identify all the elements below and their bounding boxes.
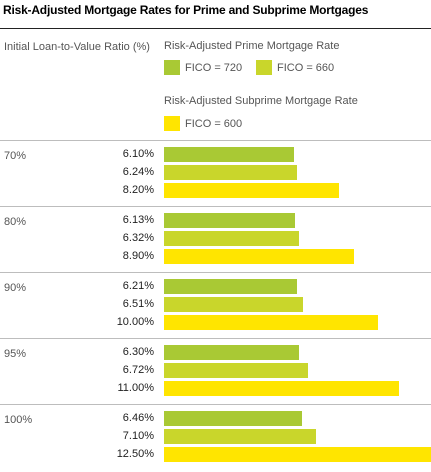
- value-label-95-fico-660: 6.72%: [122, 364, 154, 376]
- value-label-80-fico-720: 6.13%: [122, 214, 154, 226]
- group-divider: [0, 140, 431, 141]
- legend-prime-title: Risk-Adjusted Prime Mortgage Rate: [164, 40, 340, 52]
- legend-label-fico-660: FICO = 660: [277, 61, 335, 74]
- bar-95-fico-600: [164, 381, 399, 396]
- category-label-80: 80%: [4, 216, 27, 228]
- bar-90-fico-600: [164, 315, 378, 330]
- value-label-95-fico-720: 6.30%: [122, 346, 154, 358]
- value-label-100-fico-660: 7.10%: [122, 430, 154, 442]
- group-divider: [0, 338, 431, 339]
- value-label-100-fico-720: 6.46%: [122, 412, 154, 424]
- bar-100-fico-660: [164, 429, 316, 444]
- bar-95-fico-720: [164, 345, 299, 360]
- bar-95-fico-660: [164, 363, 308, 378]
- value-label-95-fico-600: 11.00%: [117, 382, 155, 394]
- value-label-80-fico-660: 6.32%: [122, 232, 154, 244]
- legend-swatch-fico-720: [164, 60, 180, 75]
- value-label-90-fico-720: 6.21%: [122, 280, 154, 292]
- bar-90-fico-720: [164, 279, 297, 294]
- value-label-100-fico-600: 12.50%: [116, 448, 154, 460]
- bar-70-fico-660: [164, 165, 297, 180]
- bar-70-fico-720: [164, 147, 294, 162]
- bar-70-fico-600: [164, 183, 339, 198]
- value-label-70-fico-720: 6.10%: [122, 148, 154, 160]
- bar-80-fico-660: [164, 231, 299, 246]
- legend-label-fico-720: FICO = 720: [185, 61, 243, 74]
- category-label-100: 100%: [4, 414, 33, 426]
- category-label-95: 95%: [4, 348, 27, 360]
- bar-80-fico-720: [164, 213, 295, 228]
- value-label-70-fico-600: 8.20%: [122, 184, 154, 196]
- category-axis-label: Initial Loan-to-Value Ratio (%): [4, 41, 150, 53]
- category-label-90: 90%: [4, 282, 27, 294]
- chart-title: Risk-Adjusted Mortgage Rates for Prime a…: [3, 3, 369, 17]
- legend-item-fico-600: FICO = 600: [164, 116, 242, 131]
- group-divider: [0, 404, 431, 405]
- bar-100-fico-600: [164, 447, 431, 462]
- value-label-90-fico-660: 6.51%: [122, 298, 154, 310]
- group-divider: [0, 272, 431, 273]
- bar-90-fico-660: [164, 297, 303, 312]
- legend-swatch-fico-600: [164, 116, 180, 131]
- legend-label-fico-600: FICO = 600: [185, 117, 243, 130]
- legend-swatch-fico-660: [256, 60, 272, 75]
- bar-100-fico-720: [164, 411, 302, 426]
- bar-80-fico-600: [164, 249, 354, 264]
- category-label-70: 70%: [4, 150, 27, 162]
- legend-item-fico-660: FICO = 660: [256, 60, 334, 75]
- value-label-90-fico-600: 10.00%: [116, 316, 154, 328]
- value-label-80-fico-600: 8.90%: [122, 250, 154, 262]
- legend-subprime-title: Risk-Adjusted Subprime Mortgage Rate: [164, 95, 358, 107]
- group-divider: [0, 206, 431, 207]
- legend-item-fico-720: FICO = 720: [164, 60, 242, 75]
- title-divider: [0, 28, 431, 29]
- value-label-70-fico-660: 6.24%: [122, 166, 154, 178]
